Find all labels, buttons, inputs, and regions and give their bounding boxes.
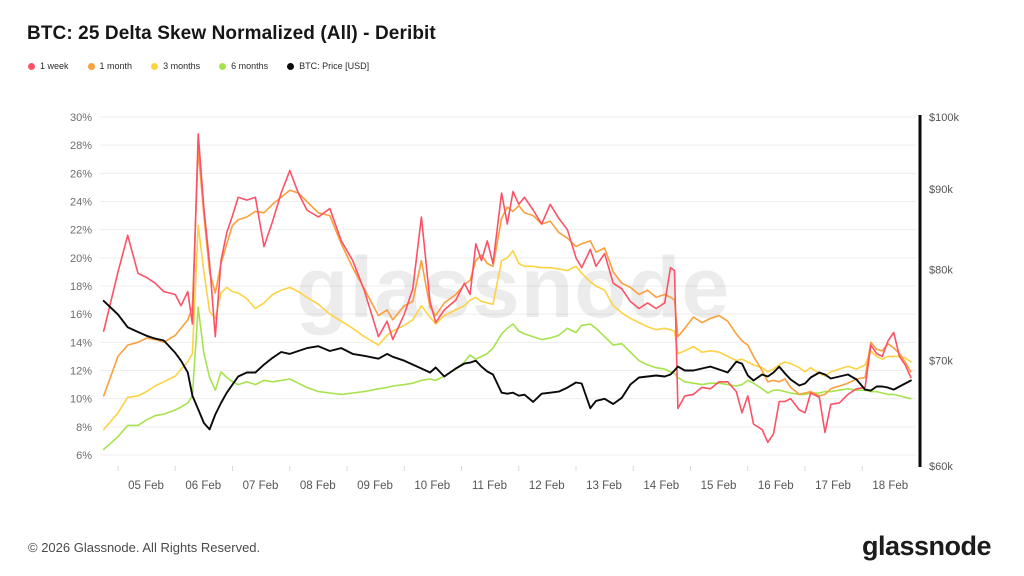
x-axis-tick-label: 07 Feb [243, 480, 279, 492]
left-axis-tick-label: 24% [70, 197, 92, 209]
right-axis-tick-label: $80k [929, 264, 953, 276]
legend-color-dot [151, 62, 159, 70]
left-axis-tick-label: 12% [70, 366, 92, 378]
series-line-1-month [102, 148, 912, 397]
right-axis-tick-label: $60k [929, 461, 953, 473]
x-axis-tick-label: 05 Feb [128, 480, 164, 492]
left-axis-tick-label: 22% [70, 225, 92, 237]
right-axis-tick-label: $70k [929, 356, 953, 368]
gridlines: 30% 28% 26% 24% 22% 20% 18% 16% 14% 12% 10% 8% 6% [70, 112, 916, 462]
x-axis-tick-label: 09 Feb [357, 480, 393, 492]
x-axis: 05 Feb 06 Feb 07 Feb 08 Feb 09 Feb 10 Feb 11 F… [117, 466, 908, 492]
x-axis-tick-label: 14 Feb [643, 480, 679, 492]
glassnode-watermark: glassnode [296, 240, 730, 336]
left-axis-tick-label: 28% [70, 140, 92, 152]
x-axis-tick-label: 16 Feb [758, 480, 794, 492]
legend-item-label: 3 months [163, 61, 201, 71]
left-axis-tick-label: 18% [70, 281, 92, 293]
series-line-btc-price-usd- [102, 299, 912, 431]
left-axis-tick-label: 6% [76, 450, 92, 462]
legend-item-1-month[interactable]: 1 month [87, 61, 133, 71]
legend-item-1-week[interactable]: 1 week [28, 61, 69, 71]
x-axis-tick-label: 13 Feb [586, 480, 622, 492]
legend-item-6-months[interactable]: 6 months [219, 61, 268, 71]
legend-color-dot [219, 62, 227, 70]
left-axis-tick-label: 30% [70, 112, 92, 124]
legend-color-dot [287, 62, 295, 70]
right-axis-tick-label: $100k [929, 112, 959, 124]
chart-legend: 1 week 1 month 3 months 6 months BTC: Price … [28, 61, 369, 71]
legend-item-label: 1 month [99, 61, 133, 71]
glassnode-logo: glassnode [861, 531, 992, 561]
series-line-6-months [102, 306, 912, 451]
legend-item-3-months[interactable]: 3 months [151, 61, 200, 71]
left-axis-tick-label: 20% [70, 253, 92, 265]
x-axis-tick-label: 18 Feb [872, 480, 908, 492]
legend-item-label: BTC: Price [USD] [299, 61, 370, 71]
legend-item-label: 6 months [231, 61, 269, 71]
x-axis-tick-label: 15 Feb [701, 480, 737, 492]
right-axis-tick-label: $90k [929, 184, 953, 196]
left-axis-tick-label: 16% [70, 309, 92, 321]
copyright-text: © 2026 Glassnode. All Rights Reserved. [28, 540, 261, 555]
series-lines [102, 133, 912, 451]
left-axis-tick-label: 10% [70, 394, 92, 406]
x-axis-tick-label: 12 Feb [529, 480, 565, 492]
x-axis-tick-label: 11 Feb [472, 480, 507, 492]
x-axis-tick-label: 08 Feb [300, 480, 336, 492]
series-line-1-week [102, 133, 912, 444]
left-axis-tick-label: 8% [76, 422, 92, 434]
legend-item-label: 1 week [40, 61, 69, 71]
left-axis-tick-label: 14% [70, 337, 92, 349]
legend-item-btc-price-usd-[interactable]: BTC: Price [USD] [287, 61, 369, 71]
right-axis: $100k $90k $80k $70k $60k [929, 112, 959, 473]
x-axis-tick-label: 17 Feb [815, 480, 851, 492]
x-axis-tick-label: 06 Feb [185, 480, 221, 492]
legend-color-dot [87, 62, 95, 70]
x-axis-tick-label: 10 Feb [414, 480, 450, 492]
left-axis-tick-label: 26% [70, 168, 92, 180]
price-axis-bar [918, 115, 922, 467]
page-title: BTC: 25 Delta Skew Normalized (All) - De… [27, 23, 436, 44]
series-line-3-months [102, 224, 912, 431]
legend-color-dot [28, 62, 35, 70]
